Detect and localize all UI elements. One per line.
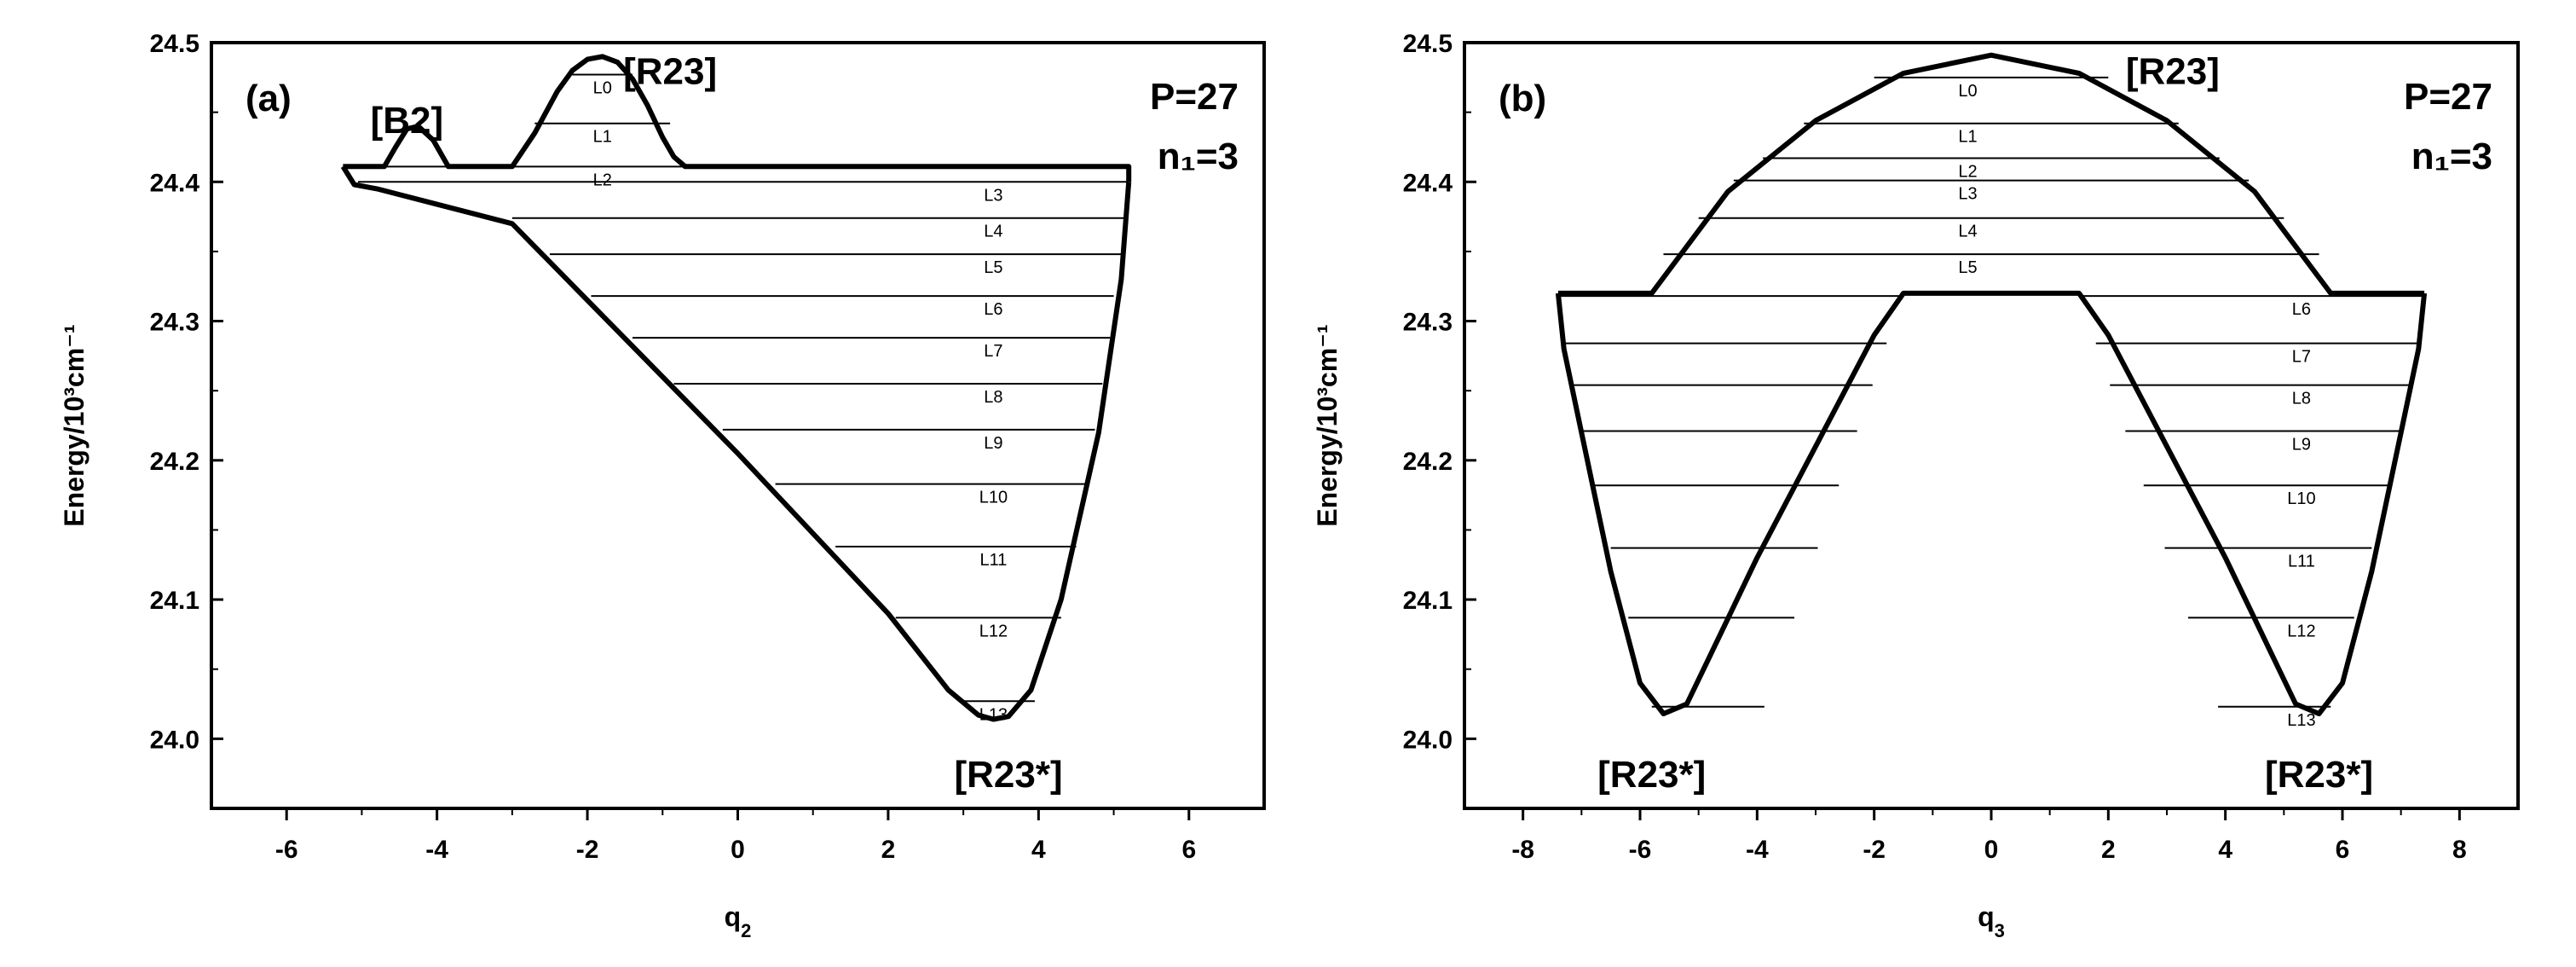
panel-label: (a) [245, 78, 292, 119]
energy-level-label: L3 [984, 186, 1002, 205]
y-tick-label: 24.1 [150, 587, 199, 615]
y-tick-label: 24.3 [150, 309, 199, 337]
state-label: [R23*] [1597, 754, 1706, 796]
energy-level-label: L8 [2292, 390, 2311, 408]
x-tick-label: -6 [1629, 836, 1652, 864]
state-label: [R23*] [954, 754, 1062, 796]
corner-annotation: P=27 [1150, 76, 1239, 118]
y-tick-label: 24.4 [150, 169, 200, 197]
energy-level-label: L6 [2292, 300, 2311, 319]
x-tick-label: 0 [731, 836, 745, 864]
y-tick-label: 24.2 [150, 448, 199, 476]
y-tick-label: 24.0 [1403, 726, 1453, 754]
plot-frame [210, 41, 1266, 810]
chart-panel-b: 24.0 24.1 24.2 24.3 24.4 24.5 -8 -6 -4 -2 0 2 4 6 8 q3 E… [1288, 0, 2576, 963]
x-tick-label: -2 [576, 836, 599, 864]
x-tick-label: -4 [1746, 836, 1769, 864]
energy-level-label: L12 [979, 622, 1008, 640]
x-tick-label: 4 [2218, 836, 2232, 864]
x-axis-title: q2 [725, 901, 752, 941]
panel-label: (b) [1499, 78, 1546, 119]
x-tick-label: -8 [1511, 836, 1534, 864]
x-tick-label: -2 [1863, 836, 1886, 864]
y-tick-label: 24.1 [1403, 587, 1453, 615]
energy-level-label: L9 [984, 434, 1002, 453]
energy-level-label: L1 [1958, 128, 1977, 147]
corner-annotation: n₁=3 [1158, 136, 1239, 177]
state-label: [B2] [371, 100, 444, 142]
x-tick-label: 6 [2336, 836, 2350, 864]
energy-level-label: L1 [593, 128, 612, 147]
energy-level-label: L2 [1958, 163, 1977, 182]
y-axis-title: Energy/10³cm⁻¹ [1312, 324, 1343, 526]
y-tick-label: 24.4 [1403, 169, 1453, 197]
energy-level-label: L13 [2287, 711, 2315, 730]
energy-level-label: L7 [984, 342, 1002, 361]
x-tick-label: 6 [1181, 836, 1196, 864]
energy-level-label: L10 [979, 489, 1008, 507]
potential-curve-lower [1555, 290, 2428, 716]
x-tick-label: 8 [2452, 836, 2467, 864]
x-tick-label: 4 [1031, 836, 1046, 864]
corner-annotation: n₁=3 [2411, 136, 2492, 177]
energy-level-label: L5 [984, 258, 1002, 277]
energy-level-label: L12 [2287, 622, 2315, 640]
y-axis-title: Energy/10³cm⁻¹ [59, 324, 90, 526]
chart-panel-a: 24.0 24.1 24.2 24.3 24.4 24.5 -6 -4 -2 0 2 4 6 q2 Ener… [0, 0, 1288, 963]
energy-level-label: L11 [2288, 553, 2315, 571]
state-label: [R23] [2126, 51, 2220, 93]
chart-b-svg: 24.0 24.1 24.2 24.3 24.4 24.5 -8 -6 -4 -2 0 2 4 6 8 q3 E… [1312, 30, 2520, 941]
x-tick-label: -6 [275, 836, 298, 864]
energy-level-label: L4 [1958, 223, 1977, 241]
x-tick-label: 2 [881, 836, 896, 864]
y-tick-label: 24.3 [1403, 309, 1453, 337]
y-tick-label: 24.0 [150, 726, 199, 754]
state-label: [R23] [623, 51, 717, 93]
energy-level-label: L2 [593, 171, 612, 189]
potential-curve-upper [343, 54, 1132, 182]
energy-level-label: L7 [2292, 348, 2311, 367]
potential-curve-lower [340, 165, 1132, 722]
energy-level-label: L0 [1958, 82, 1977, 101]
y-tick-label: 24.2 [1403, 448, 1453, 476]
x-axis-title-subscript: 2 [741, 920, 751, 941]
energy-level-label: L11 [979, 551, 1007, 570]
energy-level-label: L5 [1958, 258, 1977, 277]
x-axis-title-subscript: 3 [1995, 920, 2005, 941]
potential-curve-upper [1557, 52, 2425, 296]
x-tick-label: 2 [2101, 836, 2116, 864]
state-label: [R23*] [2265, 754, 2373, 796]
chart-a-svg: 24.0 24.1 24.2 24.3 24.4 24.5 -6 -4 -2 0 2 4 6 q2 Ener… [59, 30, 1266, 941]
energy-level-label: L4 [984, 223, 1002, 241]
energy-level-label: L3 [1958, 185, 1977, 204]
x-axis-title: q3 [1978, 901, 2005, 941]
energy-level-label: L10 [2287, 489, 2315, 508]
energy-level-label: L0 [593, 79, 612, 98]
x-tick-label: 0 [1984, 836, 1999, 864]
y-tick-label: 24.5 [1403, 30, 1453, 58]
energy-level-label: L9 [2292, 436, 2311, 455]
corner-annotation: P=27 [2404, 76, 2492, 118]
y-tick-label: 24.5 [150, 30, 199, 58]
energy-level-label: L6 [984, 300, 1002, 319]
energy-level-label: L8 [984, 388, 1002, 407]
x-tick-label: -4 [425, 836, 448, 864]
